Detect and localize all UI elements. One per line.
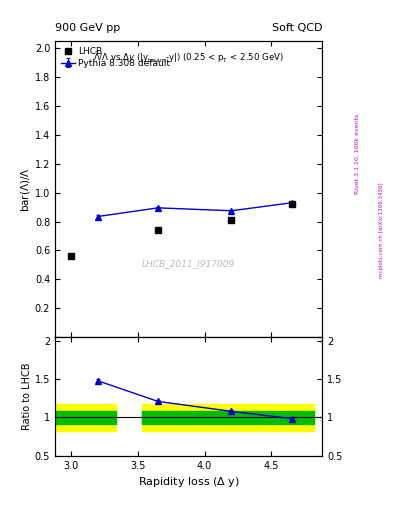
Text: mcplots.cern.ch [arXiv:1306.3436]: mcplots.cern.ch [arXiv:1306.3436] bbox=[379, 183, 384, 278]
Text: Rivet 3.1.10, 100k events: Rivet 3.1.10, 100k events bbox=[355, 114, 360, 194]
Y-axis label: bar($\Lambda$)/$\Lambda$: bar($\Lambda$)/$\Lambda$ bbox=[19, 166, 32, 211]
X-axis label: Rapidity loss ($\Delta$ y): Rapidity loss ($\Delta$ y) bbox=[138, 475, 240, 489]
Text: Soft QCD: Soft QCD bbox=[272, 23, 322, 33]
Text: 900 GeV pp: 900 GeV pp bbox=[55, 23, 120, 33]
Text: $\bar{\Lambda}/\Lambda$ vs $\Delta y$ (|y$_{\mathrm{beam}}$-y|) (0.25 < p$_{\mat: $\bar{\Lambda}/\Lambda$ vs $\Delta y$ (|… bbox=[93, 50, 284, 65]
LHCB bbox=[229, 217, 234, 223]
Line: LHCB: LHCB bbox=[68, 201, 295, 259]
LHCB bbox=[289, 201, 294, 207]
Legend: LHCB, Pythia 8.308 default: LHCB, Pythia 8.308 default bbox=[59, 46, 172, 70]
LHCB bbox=[156, 227, 160, 233]
Y-axis label: Ratio to LHCB: Ratio to LHCB bbox=[22, 362, 32, 430]
Text: LHCB_2011_I917009: LHCB_2011_I917009 bbox=[142, 259, 235, 268]
LHCB bbox=[69, 252, 73, 259]
